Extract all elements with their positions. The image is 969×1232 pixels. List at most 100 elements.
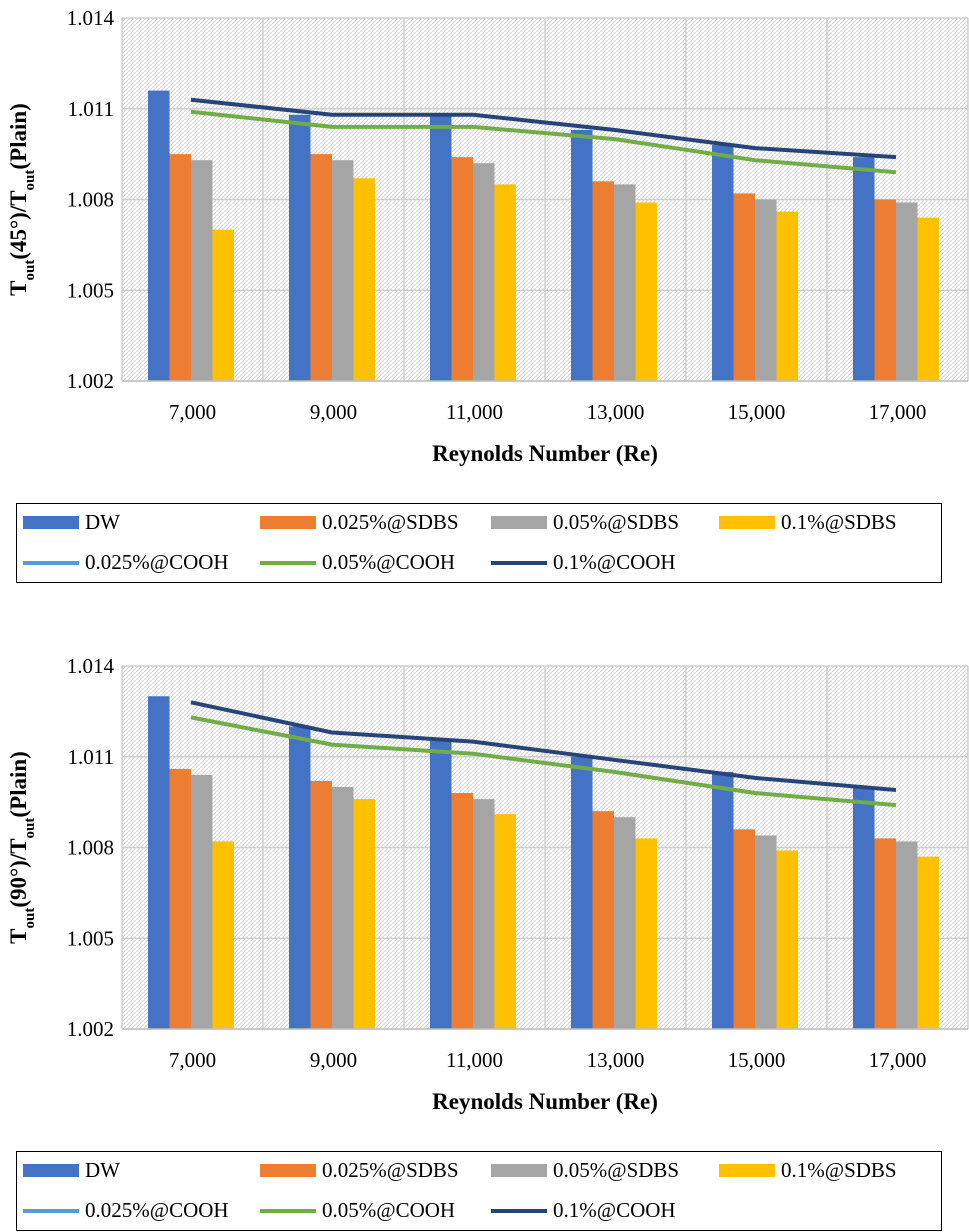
- legend-label: 0.05%@COOH: [322, 1198, 456, 1222]
- bar-0-025-sdbs: [874, 199, 896, 381]
- bar-0-025-sdbs: [169, 768, 191, 1029]
- legend-item-0-1-sdbs: 0.1%@SDBS: [719, 510, 897, 535]
- line-0-1-cooh: [190, 97, 897, 160]
- legend-swatch: [491, 560, 547, 565]
- legend-label: 0.05%@SDBS: [553, 510, 680, 534]
- bar-0-05-sdbs: [614, 817, 636, 1029]
- bar-0-05-sdbs: [332, 160, 354, 381]
- legend-item-0-05-cooh: 0.05%@COOH: [260, 550, 455, 575]
- bar-0-025-sdbs: [169, 154, 191, 381]
- y-tick-label: 1.011: [68, 97, 114, 121]
- line-0-1-cooh: [190, 700, 897, 792]
- y-tick-label: 1.014: [67, 654, 115, 678]
- legend-swatch: [719, 1164, 775, 1177]
- y-tick-label: 1.002: [67, 1017, 114, 1041]
- legend-label: 0.025%@SDBS: [322, 510, 459, 534]
- legend-item-0-05-sdbs: 0.05%@SDBS: [491, 510, 679, 535]
- bar-0-025-sdbs: [451, 793, 473, 1029]
- legend-swatch: [260, 1208, 316, 1213]
- bar-dw: [289, 114, 311, 382]
- bar-dw: [148, 696, 170, 1029]
- legend-item-dw: DW: [23, 510, 120, 535]
- legend-item-0-025-cooh: 0.025%@COOH: [23, 1198, 229, 1223]
- bar-0-05-sdbs: [755, 835, 777, 1029]
- x-tick-label: 11,000: [446, 1048, 503, 1072]
- bar-dw: [712, 771, 734, 1029]
- legend-swatch: [260, 1164, 316, 1177]
- legend-label: DW: [85, 510, 120, 534]
- bar-0-025-sdbs: [310, 154, 332, 381]
- bar-0-05-sdbs: [755, 199, 777, 381]
- x-tick-label: 13,000: [587, 1048, 645, 1072]
- y-tick-label: 1.008: [67, 188, 114, 212]
- bar-0-05-sdbs: [614, 184, 636, 381]
- x-tick-label: 11,000: [446, 400, 503, 424]
- bar-0-025-sdbs: [874, 838, 896, 1029]
- bar-0-1-sdbs: [494, 184, 516, 381]
- legend-item-dw: DW: [23, 1158, 120, 1183]
- x-tick-label: 13,000: [587, 400, 645, 424]
- y-tick-label: 1.014: [67, 6, 115, 30]
- legend-item-0-1-cooh: 0.1%@COOH: [491, 550, 676, 575]
- legend-swatch: [23, 1164, 79, 1177]
- legend-label: 0.025%@SDBS: [322, 1158, 459, 1182]
- bar-0-1-sdbs: [635, 838, 657, 1029]
- legend-swatch: [23, 1208, 79, 1213]
- bar-0-1-sdbs: [917, 217, 939, 381]
- x-tick-label: 9,000: [310, 1048, 357, 1072]
- legend-label: 0.1%@COOH: [553, 550, 676, 574]
- bar-0-1-sdbs: [917, 856, 939, 1029]
- legend-label: DW: [85, 1158, 120, 1182]
- legend-item-0-025-sdbs: 0.025%@SDBS: [260, 510, 459, 535]
- x-tick-label: 15,000: [728, 1048, 786, 1072]
- x-tick-label: 9,000: [310, 400, 357, 424]
- y-axis-title: Tout(90°)/Tout(Plain): [6, 751, 38, 944]
- legend-label: 0.1%@COOH: [553, 1198, 676, 1222]
- legend-swatch: [491, 516, 547, 529]
- legend-90-degree: DW 0.025%@SDBS 0.05%@SDBS 0.1%@SDBS 0.025%@C…: [16, 1151, 942, 1231]
- bar-dw: [430, 738, 452, 1029]
- chart-90-degree: 1.002 1.005 1.008 1.011 1.014 7,000 9,000 11,00…: [6, 654, 969, 1114]
- bar-0-05-sdbs: [473, 163, 495, 381]
- legend-label: 0.1%@SDBS: [781, 1158, 897, 1182]
- bar-0-025-sdbs: [733, 829, 755, 1029]
- x-tick-label: 7,000: [169, 1048, 216, 1072]
- bar-0-1-sdbs: [776, 211, 798, 381]
- bar-0-05-sdbs: [473, 799, 495, 1029]
- legend-45-degree: DW 0.025%@SDBS 0.05%@SDBS 0.1%@SDBS 0.025%@C…: [16, 503, 942, 583]
- bar-0-1-sdbs: [635, 202, 657, 381]
- bar-dw: [571, 756, 593, 1029]
- y-tick-label: 1.005: [67, 926, 114, 950]
- x-tick-label: 17,000: [869, 1048, 927, 1072]
- bar-0-05-sdbs: [896, 202, 918, 381]
- chart-45-degree: 1.002 1.005 1.008 1.011 1.014 7,000 9,000 11,00…: [6, 6, 969, 466]
- bar-0-05-sdbs: [332, 787, 354, 1029]
- legend-label: 0.05%@SDBS: [553, 1158, 680, 1182]
- bar-0-1-sdbs: [353, 799, 375, 1029]
- y-tick-label: 1.008: [67, 836, 114, 860]
- bar-0-1-sdbs: [494, 814, 516, 1029]
- x-axis-title: Reynolds Number (Re): [432, 1089, 658, 1114]
- legend-swatch: [719, 516, 775, 529]
- x-axis-title: Reynolds Number (Re): [432, 441, 658, 466]
- x-tick-label: 7,000: [169, 400, 216, 424]
- legend-item-0-1-sdbs: 0.1%@SDBS: [719, 1158, 897, 1183]
- bar-dw: [571, 129, 593, 381]
- legend-item-0-05-sdbs: 0.05%@SDBS: [491, 1158, 679, 1183]
- legend-swatch: [491, 1208, 547, 1213]
- bar-dw: [712, 145, 734, 381]
- bar-dw: [430, 114, 452, 382]
- y-axis-title: Tout(45°)/Tout(Plain): [6, 103, 38, 296]
- legend-item-0-025-cooh: 0.025%@COOH: [23, 550, 229, 575]
- x-tick-label: 17,000: [869, 400, 927, 424]
- legend-label: 0.025%@COOH: [85, 1198, 229, 1222]
- legend-swatch: [491, 1164, 547, 1177]
- legend-item-0-05-cooh: 0.05%@COOH: [260, 1198, 455, 1223]
- legend-item-0-1-cooh: 0.1%@COOH: [491, 1198, 676, 1223]
- bar-dw: [289, 726, 311, 1029]
- bar-0-1-sdbs: [776, 850, 798, 1029]
- bar-0-025-sdbs: [733, 193, 755, 381]
- bar-0-025-sdbs: [592, 181, 614, 381]
- legend-swatch: [260, 516, 316, 529]
- y-tick-label: 1.011: [68, 745, 114, 769]
